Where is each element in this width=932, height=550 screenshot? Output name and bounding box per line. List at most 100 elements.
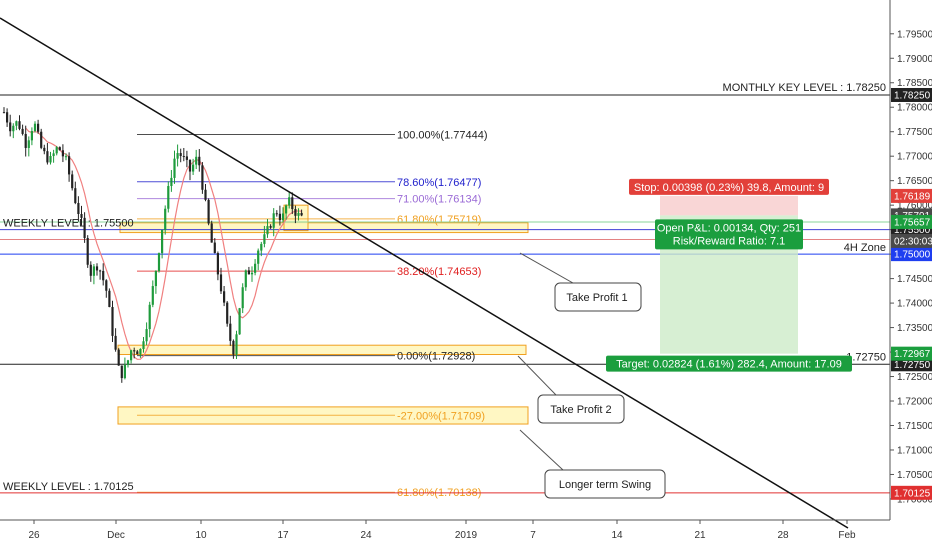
candle-body [154,270,157,287]
x-tick-label: 21 [694,530,706,541]
candle-body [80,213,83,218]
y-tick-label: 1.71000 [897,445,932,456]
candle-body [71,174,74,189]
y-tick-label: 1.74000 [897,299,932,310]
time-axis[interactable]: 26 Dec 10 17 24 2019 7 14 21 28 Feb [28,520,856,541]
fib-label: 78.60%(1.76477) [397,177,481,189]
candle-body [145,329,148,342]
candle-body [198,156,201,166]
candle-body [192,164,195,172]
candle-body [64,156,68,158]
candle-body [12,125,15,132]
price-badges: 1.78250 1.75500 1.75000 1.72750 1.70125 1.761… [891,87,932,500]
callout-text-swing: Longer term Swing [559,479,651,491]
fib-label: -27.00%(1.71709) [397,410,485,422]
callout-text-tp2: Take Profit 2 [550,404,611,416]
x-tick-label: 28 [777,530,789,541]
candle-body [139,349,142,355]
candle-body [213,242,216,254]
candle-body [89,264,92,276]
x-tick-label: 7 [530,530,536,541]
candle-body [111,307,114,336]
candle-body [260,243,263,251]
moving-average-line [25,127,302,360]
descending-trendline [0,17,849,529]
candle-body [235,334,238,355]
monthly-level-label: MONTHLY KEY LEVEL : 1.78250 [723,82,886,94]
candle-body [148,304,151,330]
fib-label: 0.00%(1.72928) [397,351,475,363]
candle-body [43,147,46,152]
candle-body [74,188,77,203]
candle-body [226,302,229,324]
trendline [0,17,849,529]
candle-body [281,213,285,221]
y-tick-label: 1.76500 [897,176,932,187]
fib-label: 71.00%(1.76134) [397,194,481,206]
candle-body [33,123,37,132]
price-axis[interactable]: 1.70000 1.70500 1.71000 1.71500 1.72000 1.725… [890,29,932,505]
candle-body [102,270,105,281]
candle-body [15,121,18,126]
candle-body [92,266,95,276]
candle-body [142,341,145,350]
callout-text-tp1: Take Profit 1 [566,292,627,304]
candle-body [6,112,9,123]
candle-body [126,360,130,365]
fib-label: 100.00%(1.77444) [397,129,488,141]
candle-body [244,270,247,288]
candle-body [68,156,71,175]
y-tick-label: 1.77000 [897,152,932,163]
price-badge [891,188,932,203]
y-tick-label: 1.70500 [897,470,932,481]
candle-body [133,350,136,352]
candle-body [294,209,297,216]
callouts: Take Profit 1 Take Profit 2 Longer term Sw… [517,252,666,499]
x-tick-label: 10 [195,530,207,541]
price-badge [891,485,932,500]
y-tick-label: 1.74500 [897,274,932,285]
y-tick-label: 1.76000 [897,201,932,212]
price-badge-text: 1.75657 [894,217,931,228]
candle-body [49,156,52,163]
candle-body [120,365,123,379]
rr-label: Risk/Reward Ratio: 7.1 [673,235,786,247]
candle-body [275,213,278,215]
candle-body [219,274,223,292]
candle-body [170,177,173,187]
candle-body [24,133,27,148]
h4-zone-label: 4H Zone [844,242,886,254]
candle-body [164,208,167,230]
fib-label: 38.20%(1.74653) [397,266,481,278]
candle-body [291,197,294,210]
candle-body [105,280,108,291]
candle-body [232,340,235,355]
candle-body [161,229,164,254]
candle-body [167,186,170,209]
stop-label-bg [629,178,829,195]
candle-body [263,234,266,244]
candle-body [173,158,176,178]
y-tick-label: 1.77500 [897,127,932,138]
weekly-upper-label: WEEKLY LEVEL : 1.75500 [3,218,134,230]
candle-body [55,147,58,154]
monthly-lower-label: 1.72750 [846,351,886,363]
candle-body [223,291,226,303]
x-tick-label: 2019 [455,530,478,541]
target-label-bg [606,355,852,372]
candle-body [123,364,126,379]
candle-body [250,272,254,275]
price-badge-text: 1.72750 [894,360,931,371]
candle-body [257,250,260,264]
fib-label: 61.80%(1.75719) [397,214,481,226]
candle-body [46,151,49,163]
price-badge-text: 02:30:03 [894,236,932,247]
price-badge-text: 1.75000 [894,250,931,261]
candle-body [95,266,99,271]
y-tick-label: 1.72000 [897,397,932,408]
candle-body [297,212,300,216]
callout-box-swing [544,469,666,499]
candle-body [130,350,133,361]
candle-body [278,213,281,221]
